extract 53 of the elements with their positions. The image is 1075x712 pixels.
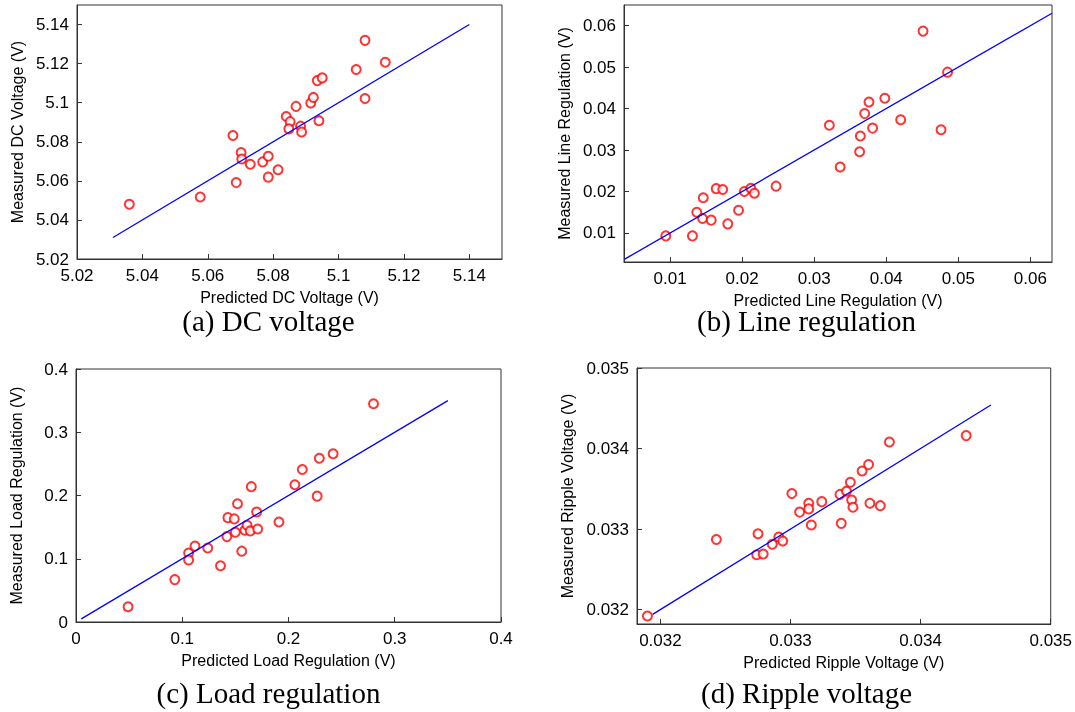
x-tick-label: 0.01: [653, 269, 687, 288]
y-tick-label: 5.08: [35, 132, 69, 152]
x-tick-label: 5.06: [191, 266, 225, 285]
y-tick-label: 5.12: [35, 54, 69, 74]
y-tick-label: 0.03: [582, 140, 616, 160]
x-tick-label: 5.12: [387, 266, 421, 285]
x-tick-label: 0.04: [869, 269, 903, 288]
y-tick-label: 0.05: [582, 57, 616, 77]
x-axis-title: Predicted Ripple Voltage (V): [743, 653, 945, 671]
x-tick-label: 0.05: [941, 269, 975, 288]
x-tick-label: 0.03: [797, 269, 831, 288]
x-tick-label: 5.1: [326, 266, 351, 285]
x-tick-label: 5.08: [256, 266, 290, 285]
text: (d) Ripple voltage: [700, 676, 913, 710]
y-tick-label: 5.06: [35, 171, 69, 191]
y-tick-label: 0.1: [44, 549, 68, 569]
y-tick-label: 0.032: [586, 600, 629, 620]
x-tick-label: 5.02: [60, 266, 94, 285]
y-tick-label: 0.033: [586, 519, 629, 539]
y-tick-label: 0.06: [582, 16, 616, 36]
y-tick-label: 0.01: [582, 223, 616, 243]
x-tick-label: 0.033: [769, 631, 812, 650]
x-axis-title: Predicted Load Regulation (V): [181, 651, 396, 669]
y-axis-title: Measured Line Regulation (V): [555, 27, 573, 240]
y-tick-label: 0.02: [582, 182, 616, 202]
y-tick-label: 0.2: [44, 486, 68, 505]
y-tick-label: 5.14: [35, 15, 69, 35]
x-tick-label: 0.2: [276, 629, 301, 648]
x-tick-label: 5.04: [125, 266, 159, 285]
x-tick-label: 0.02: [725, 269, 759, 288]
y-axis-title: Measured Ripple Voltage (V): [559, 393, 577, 599]
y-tick-label: 0.035: [586, 358, 629, 378]
y-tick-label: 0.4: [44, 359, 68, 379]
y-tick-label: 5.02: [35, 249, 69, 269]
y-axis-title: Measured DC Voltage (V): [8, 40, 26, 224]
x-tick-label: 5.14: [452, 266, 486, 285]
y-tick-label: 5.04: [35, 210, 69, 230]
x-tick-label: 0.034: [899, 631, 942, 650]
x-tick-label: 0.035: [1029, 631, 1072, 650]
x-tick-label: 0.1: [170, 629, 195, 648]
x-tick-label: 0.032: [639, 631, 682, 650]
x-tick-label: 0.4: [489, 629, 513, 648]
x-tick-label: 0: [71, 629, 81, 648]
text: (c) Load regulation: [156, 676, 381, 710]
y-axis-title: Measured Load Regulation (V): [7, 386, 25, 605]
y-tick-label: 0: [58, 612, 68, 632]
y-tick-label: 0.034: [586, 439, 629, 458]
x-tick-label: 0.3: [382, 629, 407, 648]
x-axis-title: Predicted DC Voltage (V): [200, 288, 379, 306]
x-tick-label: 0.06: [1013, 269, 1047, 288]
y-tick-label: 5.1: [45, 93, 69, 113]
y-tick-label: 0.3: [44, 422, 68, 442]
y-tick-label: 0.04: [582, 99, 616, 119]
